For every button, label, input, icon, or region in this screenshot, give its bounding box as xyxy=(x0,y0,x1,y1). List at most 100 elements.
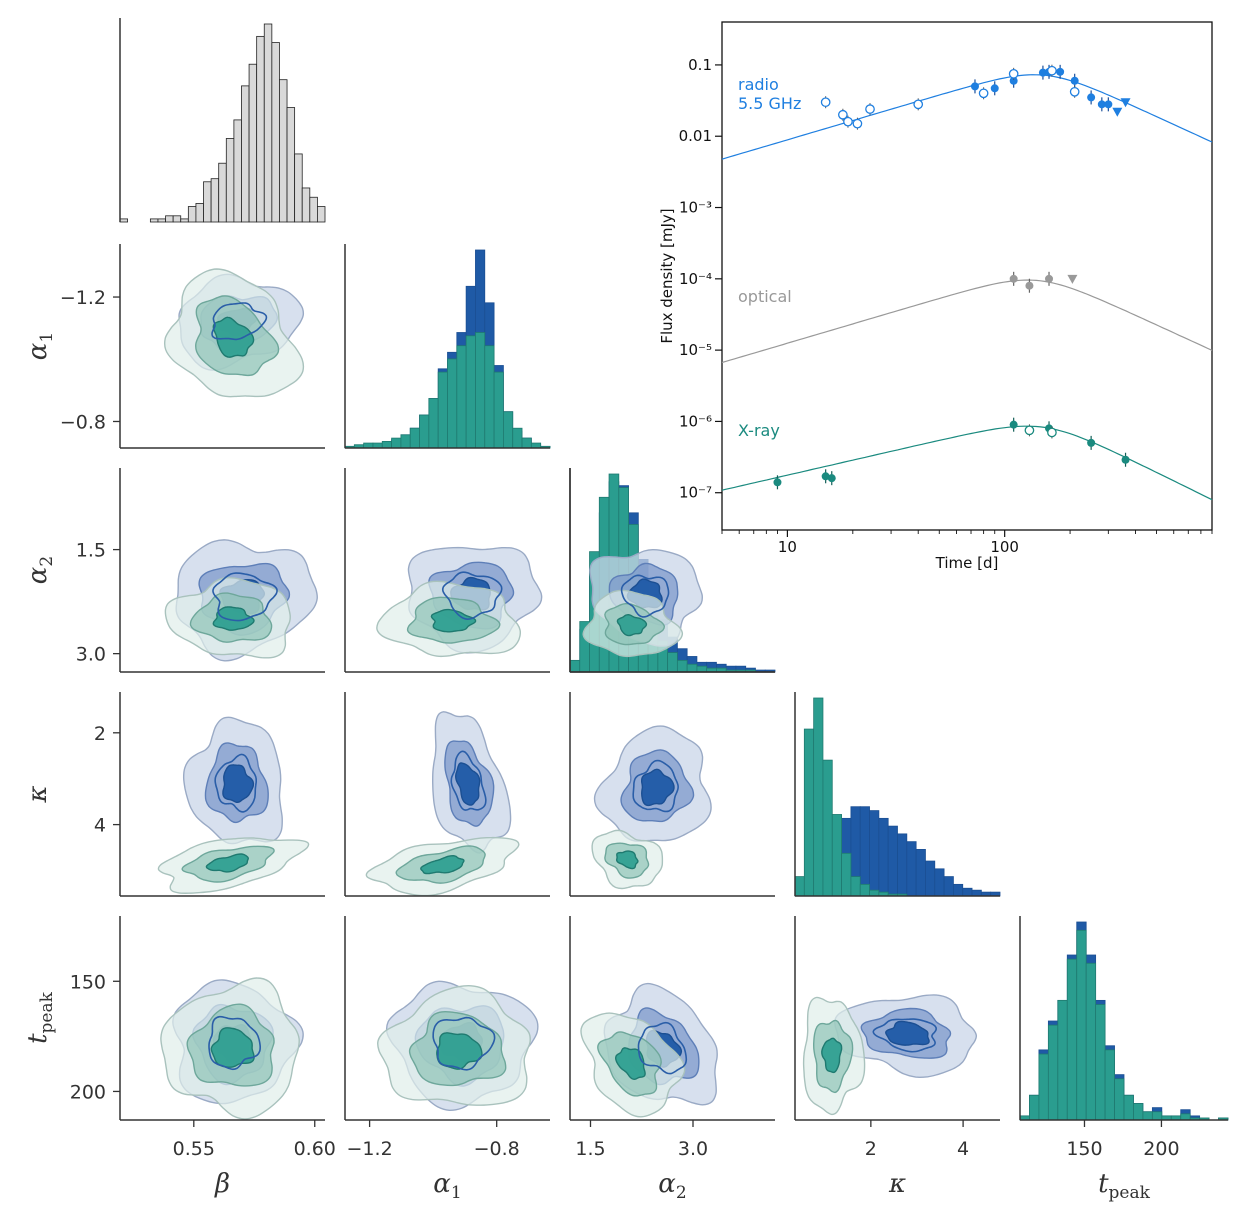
data-point-open xyxy=(1008,68,1019,79)
green-contour-inner xyxy=(821,1037,843,1074)
contour-panels xyxy=(119,244,1000,1121)
y-tick-label: −1.2 xyxy=(60,287,106,309)
data-point-filled xyxy=(1009,274,1018,283)
hist-bar-green xyxy=(437,371,448,449)
inset-y-tick-label: 0.01 xyxy=(679,127,712,145)
data-point-filled xyxy=(1104,100,1113,109)
model-curve xyxy=(721,425,1213,501)
hist-bar-blue xyxy=(915,849,926,897)
hist-bar-green xyxy=(859,883,870,897)
hist-bar-green xyxy=(803,728,815,897)
hist-bar-green xyxy=(696,665,708,673)
series-label-line: radio xyxy=(738,75,779,94)
hist-bar-green xyxy=(1151,1111,1163,1121)
data-point-open xyxy=(1069,86,1080,97)
hist-bar-green xyxy=(400,434,411,449)
x-tick-label: 1.5 xyxy=(575,1138,605,1160)
x-axis-label-alpha2: α2 xyxy=(658,1169,686,1203)
hist-bar-beta xyxy=(301,187,311,223)
series-2: X-ray xyxy=(721,417,1213,501)
inset-y-tick-label: 10⁻³ xyxy=(679,199,712,217)
x-axis-label-alpha1: α1 xyxy=(433,1169,461,1203)
blue-contour-line xyxy=(208,1015,262,1071)
green-contour-inner xyxy=(616,613,648,637)
y-tick-label: 150 xyxy=(70,971,106,993)
y-axis-label-alpha2: α2 xyxy=(23,556,57,584)
contour-panel-4-2 xyxy=(569,916,775,1121)
hist-bar-blue xyxy=(953,883,964,897)
hist-bar-beta xyxy=(233,119,242,223)
y-axis-label-kappa: κ xyxy=(23,785,53,803)
y-tick-label: −0.8 xyxy=(60,411,106,433)
axis-symbol: α xyxy=(658,1169,676,1199)
inset-y-tick-label: 10⁻⁶ xyxy=(679,412,712,430)
hist-bar-blue xyxy=(878,817,889,897)
blue-contour-inner xyxy=(640,768,675,807)
hist-bar-green xyxy=(493,371,504,449)
green-contour-inner xyxy=(615,850,639,870)
hist-bar-beta xyxy=(180,218,189,223)
data-point-open xyxy=(852,118,863,129)
hist-bar-blue xyxy=(925,860,936,897)
x-tick-label: 0.55 xyxy=(173,1138,215,1160)
hist-bar-green xyxy=(1029,1094,1040,1121)
axis-subscript: peak xyxy=(1109,1183,1151,1203)
x-axis-label-kappa: κ xyxy=(888,1169,906,1199)
x-tick-label: 2 xyxy=(865,1138,877,1160)
contour-panel-2-0 xyxy=(119,468,325,673)
hist-bar-green xyxy=(667,652,678,673)
histogram-alpha1 xyxy=(344,244,551,449)
contour-panel-3-0 xyxy=(119,692,325,897)
data-point-filled xyxy=(1121,455,1130,464)
histogram-beta xyxy=(119,18,326,223)
hist-bar-green xyxy=(419,414,430,449)
data-point-filled xyxy=(1009,420,1018,429)
blue-contour-line xyxy=(872,1018,937,1053)
x-tick-label: 0.60 xyxy=(294,1138,336,1160)
data-point-filled xyxy=(773,478,782,487)
hist-bar-blue xyxy=(971,889,982,897)
blue-contour-inner xyxy=(885,1020,930,1046)
hist-bar-green xyxy=(831,814,842,897)
contour-panel-4-0 xyxy=(119,916,325,1121)
hist-bar-green xyxy=(456,345,467,449)
hist-bar-green xyxy=(676,659,688,673)
model-curve xyxy=(721,74,1213,160)
hist-bar-beta xyxy=(195,203,204,223)
hist-bar-beta xyxy=(172,215,182,223)
blue-contour-inner xyxy=(454,762,481,806)
blue-contour-line xyxy=(632,759,679,813)
green-contour-inner xyxy=(430,608,477,633)
data-point-filled xyxy=(1070,76,1079,85)
hist-bar-green xyxy=(521,437,532,449)
green-contour-inner xyxy=(212,606,255,631)
x-tick-label: 3.0 xyxy=(678,1138,708,1160)
hist-bar-beta xyxy=(203,181,212,223)
series-label: radio 5.5 GHz xyxy=(738,75,801,113)
blue-contour-line xyxy=(450,750,487,811)
hist-bar-green xyxy=(391,437,402,449)
green-contour-inner xyxy=(436,1032,483,1070)
axis-symbol: α xyxy=(23,566,53,584)
series-0: radio 5.5 GHz xyxy=(721,64,1213,160)
data-point-filled xyxy=(1097,100,1106,109)
blue-contour-line xyxy=(441,571,503,621)
hist-bar-green xyxy=(1066,958,1078,1121)
inset-y-tick-label: 10⁻⁵ xyxy=(679,341,712,359)
y-tick-label: 3.0 xyxy=(76,644,106,666)
data-point-open xyxy=(843,116,853,127)
hist-bar-blue xyxy=(869,810,880,897)
series-label-line: X-ray xyxy=(738,421,780,440)
inset-x-axis-label: Time [d] xyxy=(935,554,999,572)
series-1: optical xyxy=(721,271,1213,364)
hist-bar-blue xyxy=(934,868,945,897)
hist-bar-beta xyxy=(294,153,303,223)
data-point-filled xyxy=(821,472,830,481)
hist-bar-green xyxy=(1133,1103,1144,1121)
hist-bar-beta xyxy=(279,79,288,223)
hist-bar-green xyxy=(512,427,523,449)
green-contour-inner xyxy=(212,316,255,358)
hist-bar-beta xyxy=(241,85,250,223)
hist-bar-green xyxy=(409,427,420,449)
